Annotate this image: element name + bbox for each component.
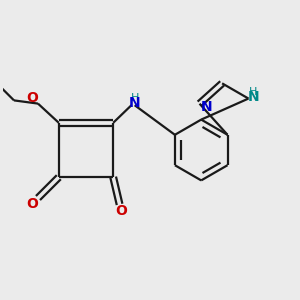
Text: O: O	[115, 204, 127, 218]
Text: H: H	[130, 93, 139, 103]
Text: N: N	[248, 90, 259, 104]
Text: N: N	[201, 100, 212, 114]
Text: H: H	[249, 86, 257, 97]
Text: O: O	[26, 91, 38, 105]
Text: O: O	[26, 197, 38, 211]
Text: N: N	[129, 96, 140, 110]
